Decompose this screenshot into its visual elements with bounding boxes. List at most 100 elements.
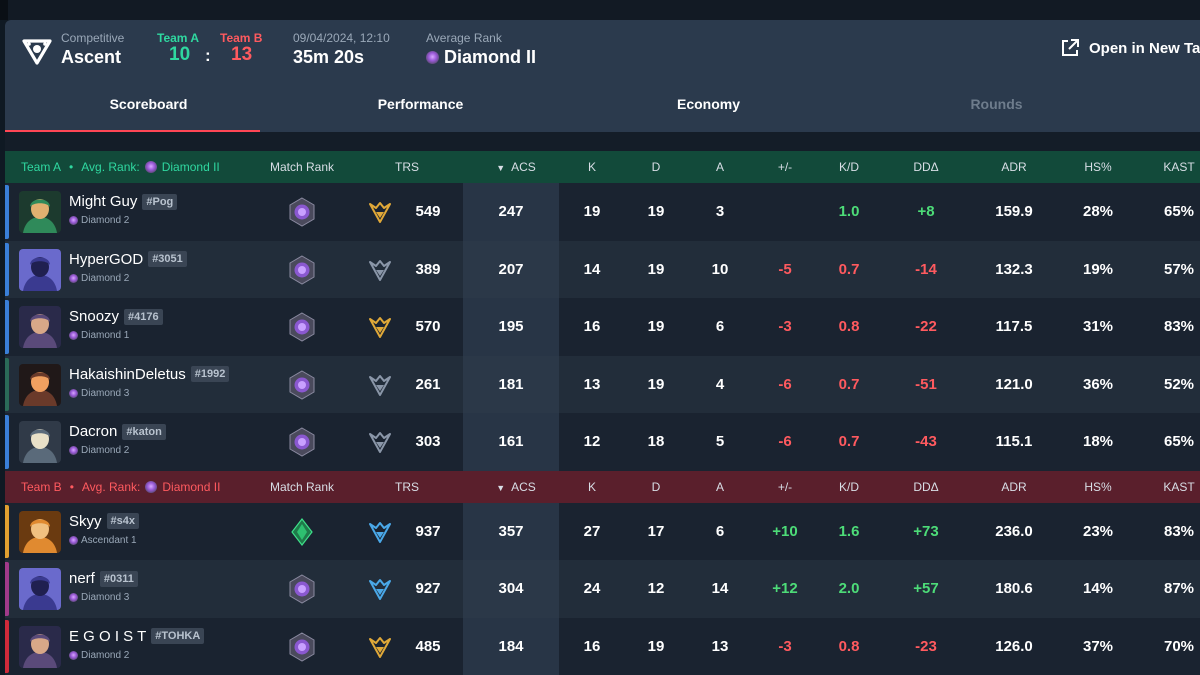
player-name-block[interactable]: HyperGOD #3051 xyxy=(69,251,187,268)
column-header-d[interactable]: D xyxy=(651,160,661,174)
agent-avatar xyxy=(19,421,61,463)
column-header-mr[interactable]: Match Rank xyxy=(269,479,335,494)
column-header-d[interactable]: D xyxy=(651,479,661,494)
acs-highlight xyxy=(463,617,559,675)
column-header-pm[interactable]: +/- xyxy=(777,160,793,174)
match-duration: 35m 20s xyxy=(293,47,365,67)
agent-avatar-icon xyxy=(19,510,61,553)
plus-minus-value: -3 xyxy=(778,318,792,335)
headshot-value: 28% xyxy=(1082,203,1114,220)
column-header-trs[interactable]: TRS xyxy=(395,160,419,174)
team-a-header: Team A • Avg. Rank: Diamond II Match Ran… xyxy=(5,151,1200,183)
acs-value: 304 xyxy=(498,580,524,597)
column-header-k[interactable]: K xyxy=(587,479,597,494)
kills-value: 19 xyxy=(583,203,601,220)
player-row[interactable]: nerf #0311 Diamond 3 927 304 24 12 14 +1… xyxy=(5,560,1200,618)
player-name-block[interactable]: Dacron #katon xyxy=(69,423,166,440)
column-header-hs[interactable]: HS% xyxy=(1084,160,1112,174)
column-header-k[interactable]: K xyxy=(587,160,597,174)
column-header-dd[interactable]: DDΔ xyxy=(913,160,939,174)
player-row[interactable]: Dacron #katon Diamond 2 303 161 12 18 5 … xyxy=(5,413,1200,471)
player-row[interactable]: HyperGOD #3051 Diamond 2 389 207 14 19 1… xyxy=(5,240,1200,298)
trs-value: 927 xyxy=(415,580,441,597)
agent-avatar-icon xyxy=(19,306,61,348)
column-header-acs[interactable]: ▼ ACS xyxy=(496,471,536,504)
trs-value: 937 xyxy=(415,522,441,540)
separator-dot: • xyxy=(69,160,74,174)
agent-avatar-icon xyxy=(19,363,61,406)
app-logo-icon xyxy=(22,39,52,65)
column-header-a[interactable]: A xyxy=(715,160,725,174)
diamond-rank-icon xyxy=(289,254,315,285)
rank-gem-icon xyxy=(69,388,78,398)
column-header-adr[interactable]: ADR xyxy=(1001,479,1027,494)
player-rank-label: Diamond 2 xyxy=(81,272,130,284)
plus-minus-value: +12 xyxy=(772,580,798,597)
mode-label: Competitive xyxy=(61,31,125,45)
column-header-hs[interactable]: HS% xyxy=(1084,479,1112,494)
agent-avatar xyxy=(19,625,61,668)
player-rank: Diamond 2 xyxy=(69,215,129,226)
party-stripe xyxy=(5,562,9,616)
scoreboard-table: Team A • Avg. Rank: Diamond II Match Ran… xyxy=(5,151,1200,675)
column-header-kd[interactable]: K/D xyxy=(838,160,860,174)
player-name-block[interactable]: nerf #0311 xyxy=(69,570,138,587)
kd-value: 1.6 xyxy=(838,522,860,540)
open-new-tab-button[interactable]: Open in New Tab xyxy=(1060,38,1200,58)
kast-value: 83% xyxy=(1163,318,1195,335)
column-header-dd[interactable]: DDΔ xyxy=(913,479,939,494)
column-header-kast[interactable]: KAST xyxy=(1163,479,1195,494)
player-name-block[interactable]: E G O I S T #TOHKA xyxy=(69,627,205,645)
column-header-pm[interactable]: +/- xyxy=(777,479,793,494)
kd-value: 1.0 xyxy=(838,203,860,220)
column-header-a[interactable]: A xyxy=(715,479,725,494)
column-header-mr[interactable]: Match Rank xyxy=(269,160,335,174)
player-row[interactable]: HakaishinDeletus #1992 Diamond 3 261 181… xyxy=(5,355,1200,413)
column-header-kd[interactable]: K/D xyxy=(838,479,860,494)
player-rank: Ascendant 1 xyxy=(69,535,137,546)
player-name[interactable]: HakaishinDeletus xyxy=(69,365,186,383)
tab-bar: Scoreboard Performance Economy Rounds xyxy=(5,82,1200,132)
player-row[interactable]: E G O I S T #TOHKA Diamond 2 485 184 16 … xyxy=(5,617,1200,675)
player-rank: Diamond 2 xyxy=(69,273,129,284)
player-rank-label: Diamond 3 xyxy=(81,592,130,603)
acs-highlight xyxy=(463,298,559,356)
column-header-acs[interactable]: ▼ ACS xyxy=(496,151,536,184)
deaths-value: 19 xyxy=(647,260,665,278)
player-name-block[interactable]: Skyy #s4x xyxy=(69,513,139,530)
acs-highlight xyxy=(463,560,559,618)
deaths-value: 12 xyxy=(647,580,665,597)
adr-value: 126.0 xyxy=(995,637,1033,655)
damage-delta-value: -22 xyxy=(915,318,937,335)
tab-scoreboard[interactable]: Scoreboard xyxy=(5,82,292,132)
acs-highlight xyxy=(463,413,559,471)
player-name[interactable]: Snoozy xyxy=(69,308,120,325)
tab-performance[interactable]: Performance xyxy=(377,96,464,112)
column-header-trs[interactable]: TRS xyxy=(395,479,419,494)
adr-value: 159.9 xyxy=(995,203,1033,220)
player-name-block[interactable]: Snoozy #4176 xyxy=(69,308,163,325)
party-stripe xyxy=(5,504,9,558)
column-header-adr[interactable]: ADR xyxy=(1001,160,1027,174)
player-name-block[interactable]: HakaishinDeletus #1992 xyxy=(69,365,230,383)
player-name[interactable]: Skyy xyxy=(69,512,102,530)
player-name[interactable]: HyperGOD xyxy=(69,250,144,268)
player-name[interactable]: nerf xyxy=(69,570,95,587)
player-tag: #1992 xyxy=(190,366,230,382)
trs-tier-icon xyxy=(369,374,391,396)
tab-economy[interactable]: Economy xyxy=(676,96,740,112)
player-tag: #0311 xyxy=(99,570,138,587)
rank-gem-icon xyxy=(69,216,78,225)
trs-tier-icon xyxy=(369,202,391,223)
column-header-kast[interactable]: KAST xyxy=(1163,160,1195,174)
acs-value: 247 xyxy=(498,203,524,220)
player-name[interactable]: E G O I S T xyxy=(69,627,147,645)
acs-value: 181 xyxy=(498,375,524,393)
player-row[interactable]: Snoozy #4176 Diamond 1 570 195 16 19 6 -… xyxy=(5,298,1200,356)
player-row[interactable]: Skyy #s4x Ascendant 1 937 357 27 17 6 +1… xyxy=(5,502,1200,560)
player-row[interactable]: Might Guy #Pog Diamond 2 549 247 19 19 3… xyxy=(5,183,1200,241)
player-tag: #katon xyxy=(122,423,166,440)
player-name-block[interactable]: Might Guy #Pog xyxy=(69,193,178,210)
player-name[interactable]: Might Guy xyxy=(69,193,138,210)
player-name[interactable]: Dacron xyxy=(69,423,118,440)
